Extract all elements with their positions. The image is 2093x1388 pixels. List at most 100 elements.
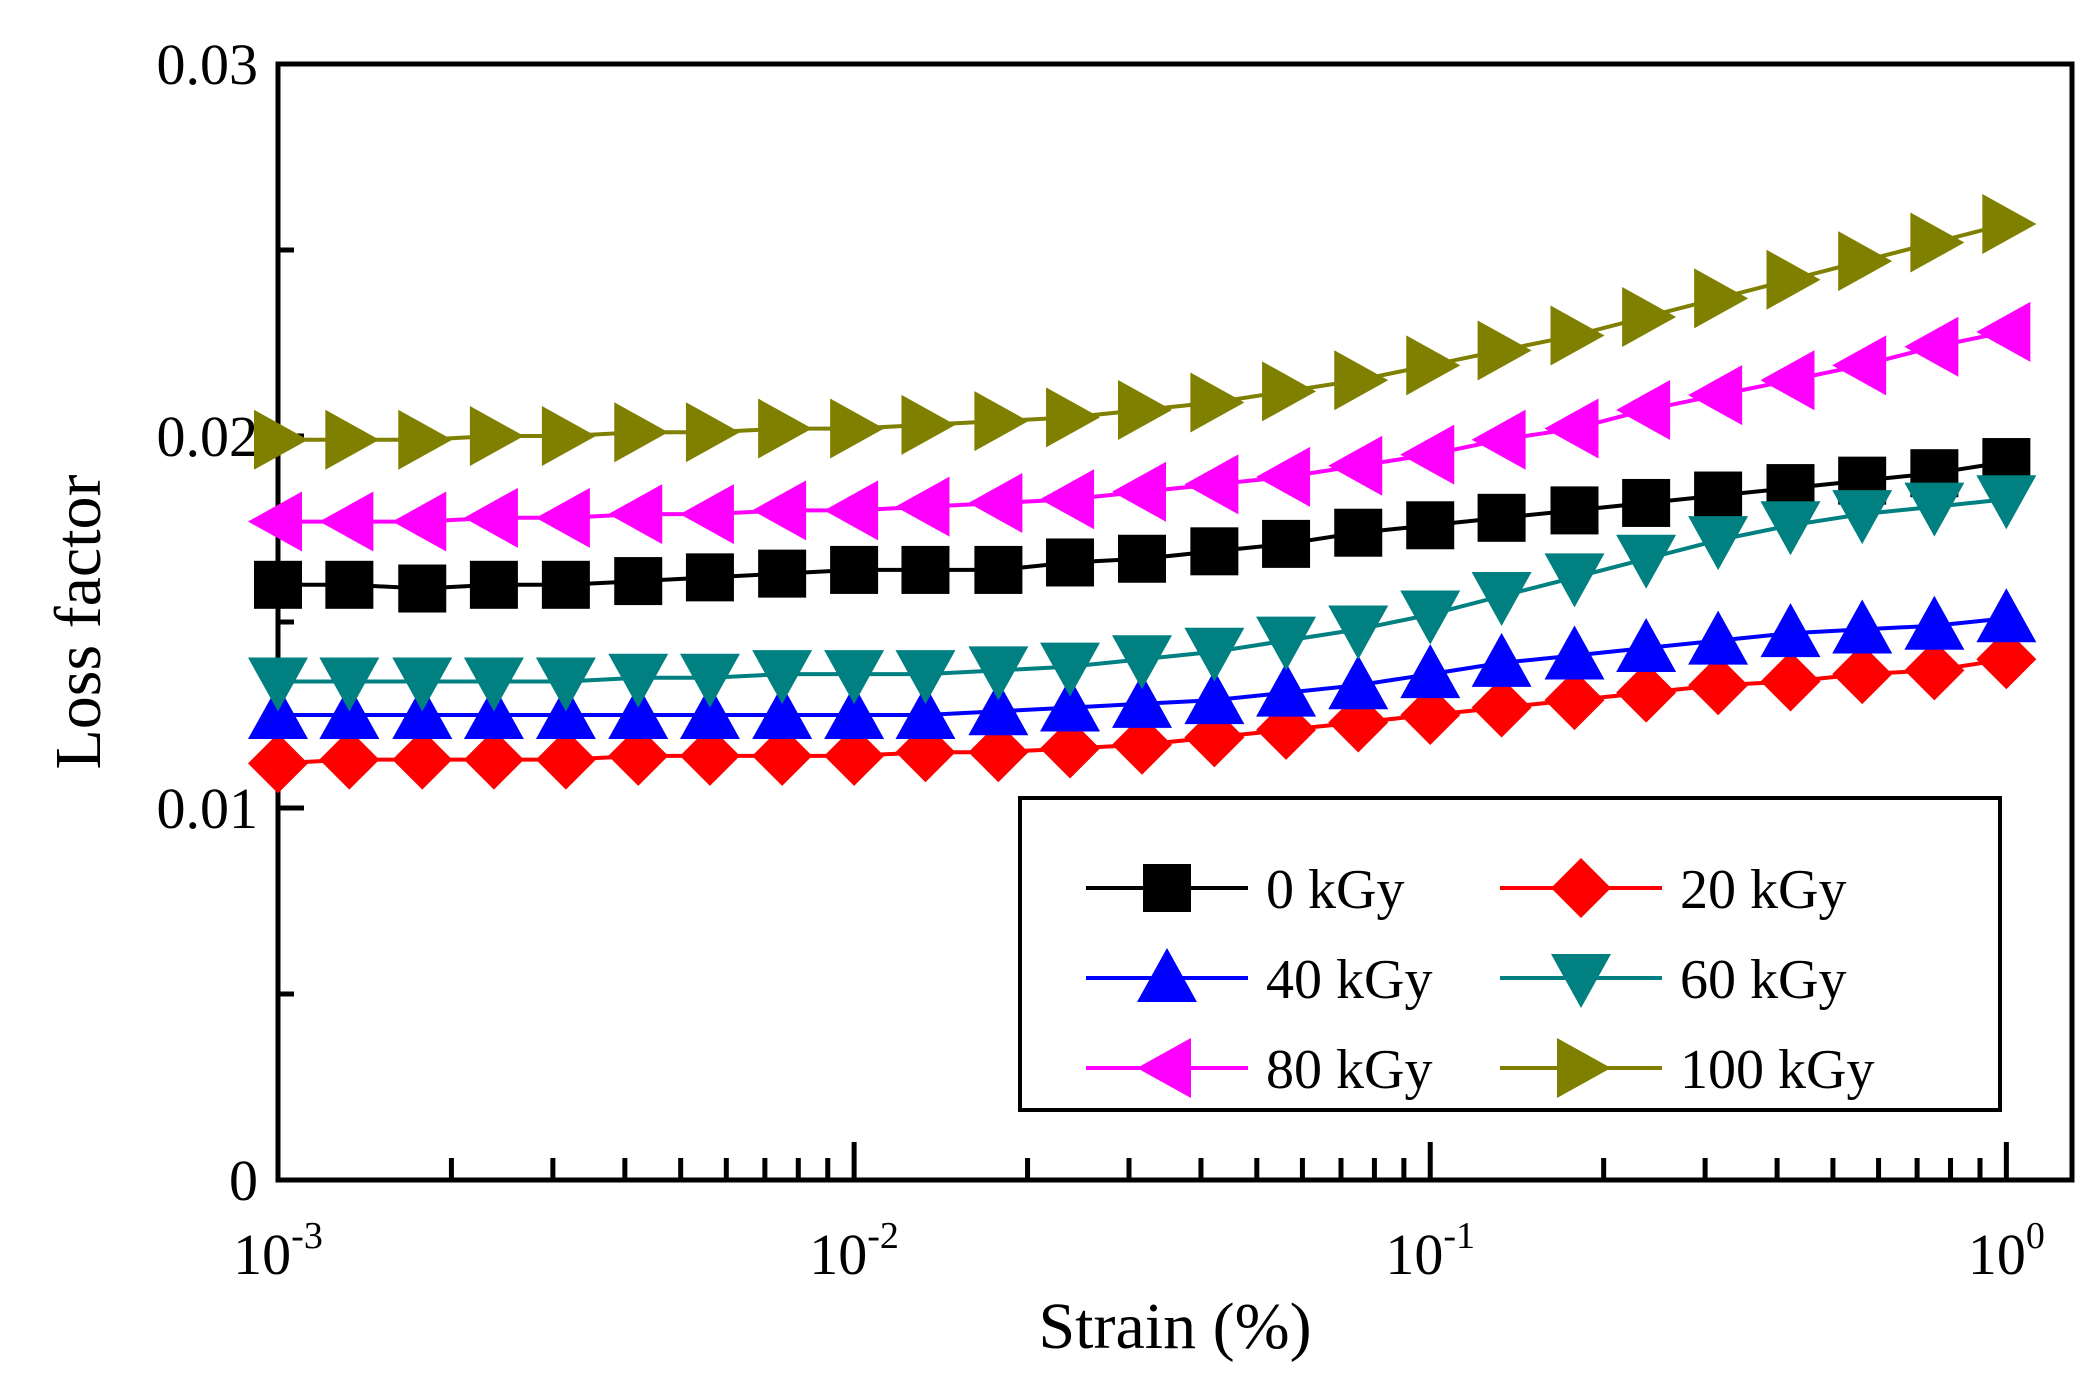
data-point <box>1832 490 1893 545</box>
data-point <box>1550 305 1605 366</box>
data-point <box>319 657 380 712</box>
data-point <box>1111 461 1166 522</box>
data-point <box>968 722 1029 783</box>
data-point <box>1256 662 1317 717</box>
data-point <box>974 545 1023 594</box>
data-point <box>1544 625 1605 680</box>
data-point <box>1544 553 1605 608</box>
data-point <box>1688 610 1749 665</box>
data-point <box>541 406 596 466</box>
data-point <box>535 729 596 790</box>
legend-item: 60 kGy <box>1500 949 1846 1011</box>
data-point <box>1544 398 1599 459</box>
data-point <box>1262 361 1317 422</box>
data-point <box>1406 501 1455 550</box>
data-point <box>895 650 956 705</box>
data-point <box>1622 286 1677 347</box>
x-axis-title: Strain (%) <box>1038 1290 1311 1363</box>
data-point <box>679 685 740 739</box>
data-point <box>1471 677 1532 738</box>
data-point <box>1904 595 1965 650</box>
data-point <box>1838 231 1893 292</box>
data-point <box>752 480 807 541</box>
data-point <box>1471 632 1532 687</box>
data-point <box>968 681 1029 736</box>
data-point <box>1976 629 2037 690</box>
data-point <box>830 545 879 594</box>
data-point <box>1117 534 1166 583</box>
x-tick-label-base: 10 <box>1968 1222 2026 1287</box>
data-point <box>1406 335 1461 396</box>
data-point <box>968 472 1023 533</box>
data-point <box>1832 335 1887 396</box>
data-point <box>535 487 590 548</box>
data-point <box>679 653 740 708</box>
data-point <box>1184 627 1245 682</box>
data-point <box>1544 670 1605 731</box>
data-point <box>1616 379 1671 440</box>
data-point <box>968 646 1029 701</box>
data-point <box>758 398 813 459</box>
data-point <box>1471 571 1532 626</box>
data-point <box>463 657 524 712</box>
legend-marker <box>1557 1038 1611 1098</box>
data-point <box>248 657 308 712</box>
data-point <box>1832 644 1893 705</box>
data-point <box>392 729 453 790</box>
data-point <box>1334 350 1389 411</box>
data-point <box>392 685 453 739</box>
data-point <box>463 685 524 739</box>
series-80-kgy <box>248 301 2031 552</box>
data-point <box>1328 605 1389 660</box>
data-point <box>1910 212 1965 273</box>
data-point <box>1111 635 1172 690</box>
data-point <box>1117 379 1172 440</box>
data-point <box>1694 268 1749 329</box>
data-point <box>1766 249 1821 310</box>
data-point <box>1256 446 1311 507</box>
data-point <box>608 725 669 786</box>
data-point <box>685 553 734 602</box>
y-tick-label: 0.01 <box>157 776 259 841</box>
x-tick-label-base: 10 <box>1385 1222 1443 1287</box>
x-tick-label-exponent: 0 <box>2026 1215 2045 1257</box>
data-point <box>1904 482 1965 537</box>
data-point <box>608 484 663 545</box>
data-point <box>752 650 813 705</box>
data-point <box>1622 478 1671 527</box>
x-tick-label-exponent: -1 <box>1443 1215 1475 1257</box>
legend-marker <box>1137 948 1197 1002</box>
data-point <box>1616 534 1677 589</box>
legend-label: 40 kGy <box>1266 949 1432 1011</box>
data-point <box>1616 618 1677 673</box>
data-point <box>1982 193 2037 254</box>
legend-item: 0 kGy <box>1086 859 1404 921</box>
data-point <box>614 402 669 463</box>
legend-item: 40 kGy <box>1086 948 1432 1011</box>
x-tick-label-exponent: -2 <box>867 1215 899 1257</box>
x-tick-label: 10-1 <box>1385 1215 1475 1287</box>
data-point <box>1400 685 1461 745</box>
data-point <box>1040 469 1095 530</box>
data-point <box>1904 316 1959 377</box>
data-point <box>1760 651 1821 712</box>
data-point <box>685 402 740 463</box>
data-point <box>1400 590 1461 645</box>
legend-label: 100 kGy <box>1680 1039 1874 1101</box>
data-point <box>1256 616 1317 671</box>
data-point <box>535 657 596 712</box>
legend: 0 kGy 20 kGy 40 kGy 60 kGy 80 kGy 100 kGy <box>1018 796 2002 1112</box>
data-point <box>901 545 950 594</box>
data-point <box>392 491 447 552</box>
data-point <box>1904 640 1965 701</box>
data-point <box>1190 527 1239 576</box>
data-point <box>1040 677 1101 732</box>
data-point <box>758 549 807 598</box>
data-point <box>398 409 453 470</box>
data-point <box>608 653 669 708</box>
data-point <box>248 491 302 552</box>
data-point <box>248 733 308 794</box>
data-point <box>1111 714 1172 775</box>
data-point <box>1616 662 1677 723</box>
